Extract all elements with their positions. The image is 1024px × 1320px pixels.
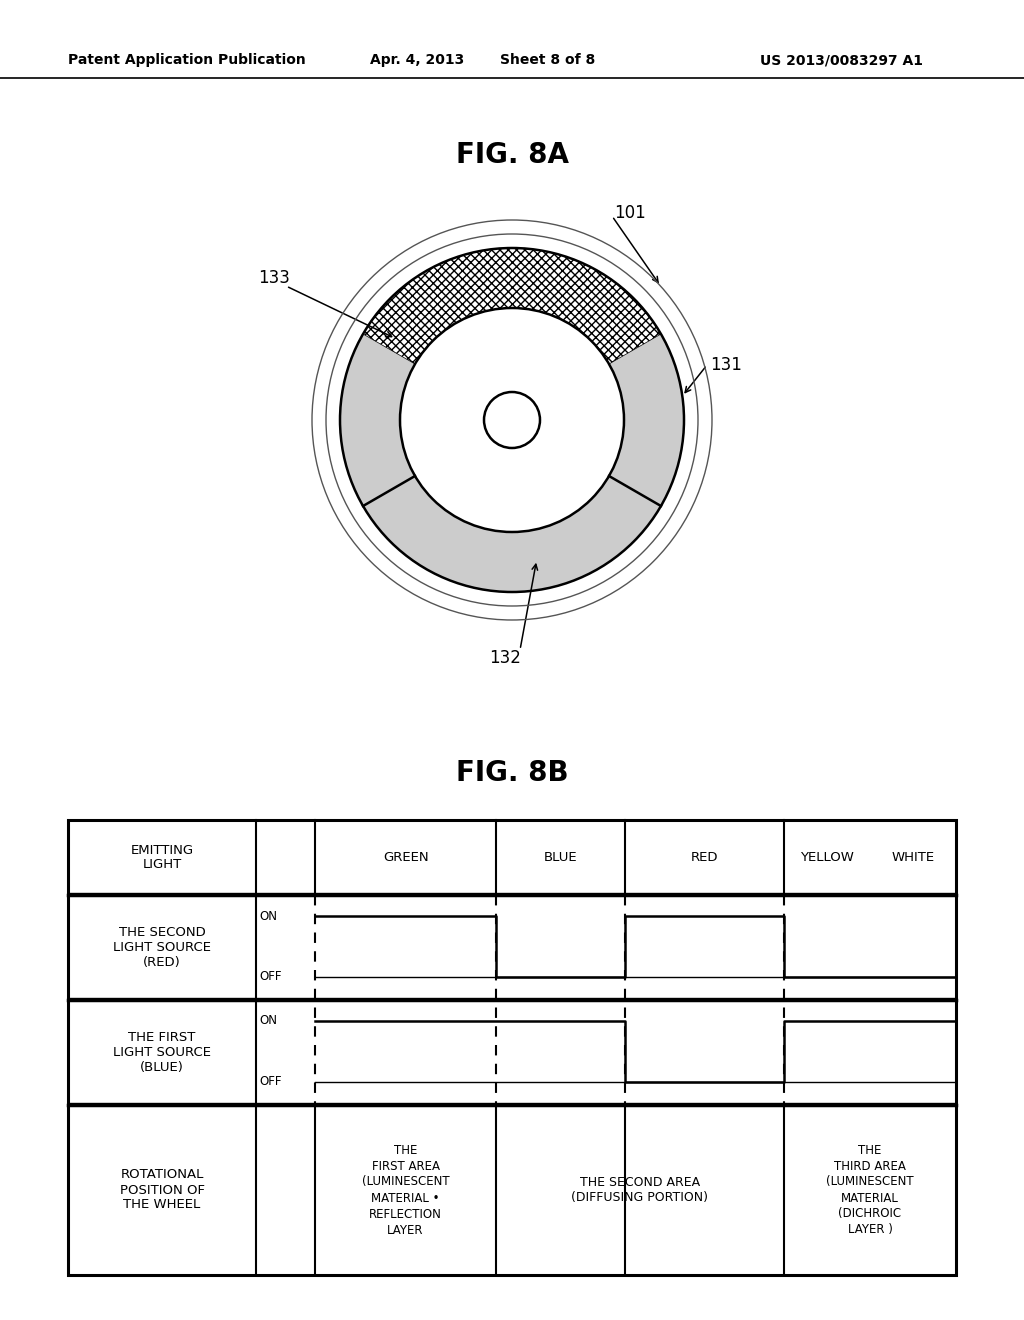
- Text: 132: 132: [489, 649, 521, 667]
- Bar: [68, 820, 956, 1275]
- Text: ROTATIONAL
POSITION OF
THE WHEEL: ROTATIONAL POSITION OF THE WHEEL: [120, 1168, 205, 1212]
- Text: FIG. 8A: FIG. 8A: [456, 141, 568, 169]
- Text: ON: ON: [259, 1015, 278, 1027]
- Circle shape: [400, 308, 624, 532]
- Text: GREEN: GREEN: [383, 851, 428, 865]
- Wedge shape: [340, 248, 684, 591]
- Text: EMITTING
LIGHT: EMITTING LIGHT: [130, 843, 194, 871]
- Text: THE SECOND AREA
(DIFFUSING PORTION): THE SECOND AREA (DIFFUSING PORTION): [571, 1176, 709, 1204]
- Text: ON: ON: [259, 909, 278, 923]
- Text: OFF: OFF: [259, 970, 282, 983]
- Wedge shape: [364, 248, 660, 364]
- Text: Patent Application Publication: Patent Application Publication: [68, 53, 306, 67]
- Text: Apr. 4, 2013: Apr. 4, 2013: [370, 53, 464, 67]
- Text: 131: 131: [710, 356, 741, 374]
- Text: OFF: OFF: [259, 1076, 282, 1089]
- Text: Sheet 8 of 8: Sheet 8 of 8: [500, 53, 595, 67]
- Text: THE
FIRST AREA
(LUMINESCENT
MATERIAL •
REFLECTION
LAYER: THE FIRST AREA (LUMINESCENT MATERIAL • R…: [361, 1143, 450, 1237]
- Text: WHITE: WHITE: [892, 851, 935, 865]
- Text: RED: RED: [690, 851, 718, 865]
- Text: THE SECOND
LIGHT SOURCE
(RED): THE SECOND LIGHT SOURCE (RED): [113, 927, 211, 969]
- Text: BLUE: BLUE: [544, 851, 578, 865]
- Text: THE FIRST
LIGHT SOURCE
(BLUE): THE FIRST LIGHT SOURCE (BLUE): [113, 1031, 211, 1074]
- Wedge shape: [340, 334, 684, 591]
- Text: 133: 133: [258, 269, 290, 286]
- Text: YELLOW: YELLOW: [800, 851, 854, 865]
- Text: FIG. 8B: FIG. 8B: [456, 759, 568, 787]
- Text: US 2013/0083297 A1: US 2013/0083297 A1: [760, 53, 923, 67]
- Text: THE
THIRD AREA
(LUMINESCENT
MATERIAL
(DICHROIC
LAYER ): THE THIRD AREA (LUMINESCENT MATERIAL (DI…: [826, 1143, 913, 1237]
- Text: 101: 101: [614, 205, 646, 222]
